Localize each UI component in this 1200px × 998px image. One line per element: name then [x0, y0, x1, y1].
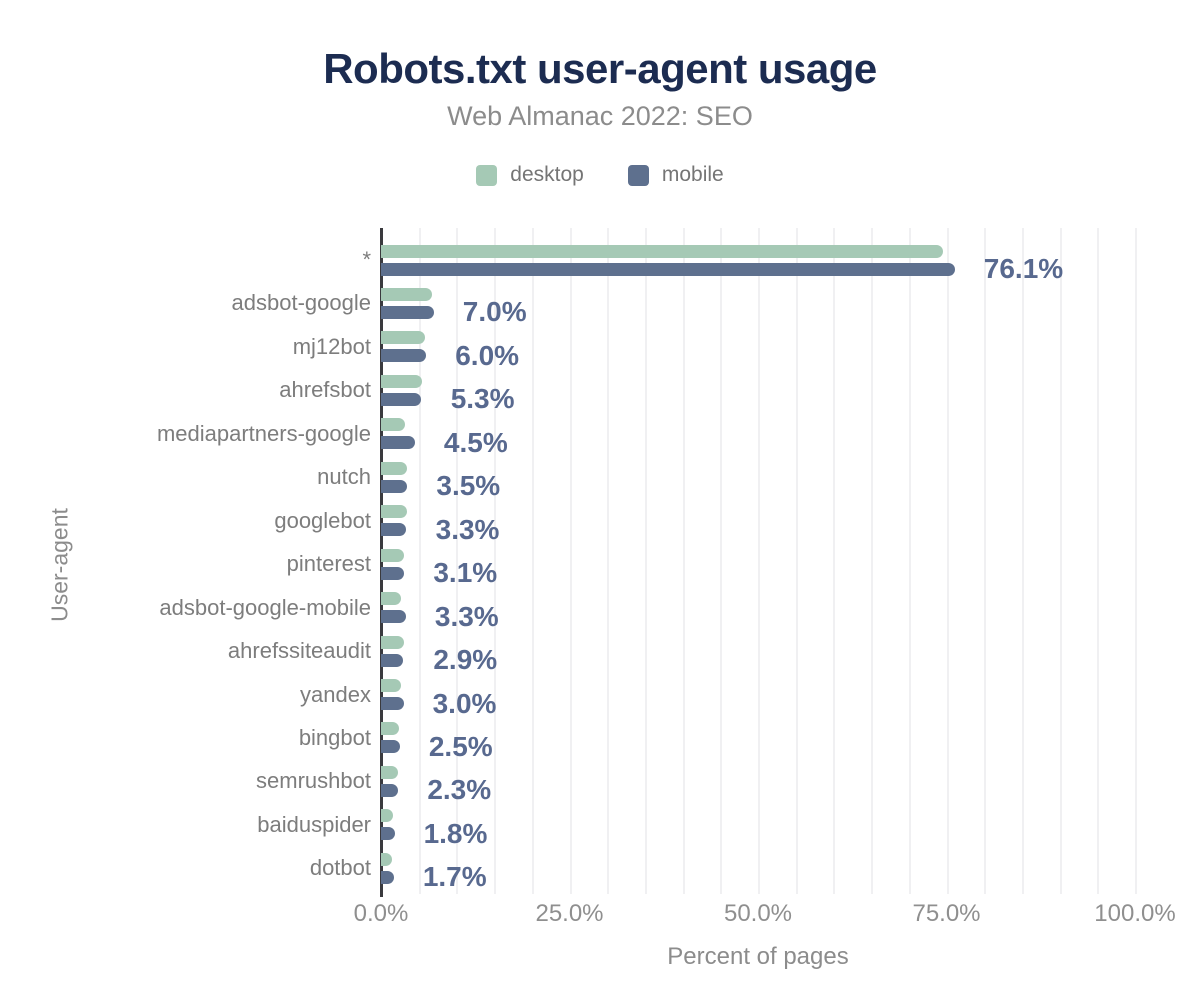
mobile-bar: [381, 653, 403, 667]
value-label: 76.1%: [983, 253, 1064, 284]
value-label: 3.5%: [436, 470, 501, 502]
gridline: [720, 228, 723, 894]
desktop-bar: [381, 244, 943, 258]
value-label: 2.3%: [427, 774, 492, 806]
mobile-bar: [381, 783, 399, 797]
value-label: 1.8%: [423, 817, 488, 849]
gridline: [1135, 228, 1137, 894]
category-label: baiduspider: [257, 811, 371, 837]
category-label: pinterest: [286, 551, 371, 577]
category-label: dotbot: [309, 855, 371, 881]
value-label: 1.7%: [422, 861, 487, 893]
category-label: mediapartners-google: [156, 420, 371, 446]
desktop-bar: [381, 809, 394, 823]
x-tick-label: 0.0%: [353, 900, 409, 927]
value-label: 2.9%: [433, 644, 498, 676]
desktop-swatch-icon: [476, 164, 498, 186]
mobile-bar: [381, 523, 406, 537]
gridline: [494, 228, 497, 894]
x-tick-label: 25.0%: [535, 900, 604, 927]
desktop-bar: [381, 374, 422, 388]
desktop-bar: [381, 548, 405, 562]
mobile-bar: [381, 349, 427, 363]
gridline: [644, 228, 647, 894]
desktop-bar: [381, 635, 405, 649]
desktop-bar: [381, 592, 402, 606]
category-label: bingbot: [298, 724, 371, 750]
mobile-swatch-icon: [627, 164, 649, 186]
legend: desktop mobile: [0, 162, 1200, 188]
desktop-bar: [381, 765, 399, 779]
value-label: 4.5%: [443, 426, 508, 458]
desktop-bar: [381, 722, 400, 736]
gridline: [795, 228, 798, 894]
gridline: [456, 228, 459, 894]
mobile-bar: [381, 392, 421, 406]
y-axis-line: [380, 228, 383, 897]
mobile-bar: [381, 610, 406, 624]
gridline: [418, 228, 421, 894]
category-label: yandex: [300, 681, 371, 707]
legend-label-mobile: mobile: [661, 163, 724, 186]
gridline: [908, 228, 911, 894]
gridline: [1021, 228, 1024, 894]
category-label: adsbot-google-mobile: [159, 594, 371, 620]
desktop-bar: [381, 679, 402, 692]
category-label: mj12bot: [292, 333, 371, 359]
category-label: googlebot: [274, 507, 371, 533]
category-label: ahrefssiteaudit: [227, 638, 371, 664]
mobile-bar: [381, 827, 395, 841]
gridline: [946, 228, 949, 894]
gridline: [984, 228, 987, 894]
desktop-bar: [381, 852, 393, 866]
gridline: [833, 228, 836, 894]
mobile-bar: [381, 305, 434, 319]
gridline: [871, 228, 874, 894]
category-label: adsbot-google: [231, 290, 371, 316]
desktop-bar: [381, 331, 426, 345]
gridline: [1059, 228, 1062, 894]
gridline: [569, 228, 572, 894]
legend-item-desktop: desktop: [476, 163, 584, 187]
gridline: [531, 228, 534, 894]
category-label: semrushbot: [256, 768, 371, 794]
desktop-bar: [381, 505, 407, 519]
gridline: [607, 228, 610, 894]
mobile-bar: [381, 436, 415, 450]
category-label: *: [362, 247, 371, 272]
value-label: 3.3%: [434, 600, 499, 632]
desktop-bar: [381, 418, 406, 432]
mobile-bar: [381, 479, 408, 493]
mobile-bar: [381, 566, 405, 580]
gridline: [1097, 228, 1100, 894]
value-label: 7.0%: [462, 296, 527, 328]
legend-label-desktop: desktop: [510, 163, 584, 186]
value-label: 5.3%: [450, 383, 515, 415]
x-axis-title: Percent of pages: [667, 943, 849, 970]
category-label: nutch: [317, 464, 371, 490]
value-label: 3.0%: [432, 687, 497, 719]
chart-title: Robots.txt user-agent usage: [323, 45, 877, 92]
desktop-bar: [381, 461, 407, 475]
legend-item-mobile: mobile: [627, 163, 724, 187]
gridline: [682, 228, 685, 894]
value-label: 6.0%: [455, 339, 520, 371]
plot-area: [381, 228, 1160, 894]
x-tick-label: 75.0%: [912, 900, 981, 927]
chart-subtitle: Web Almanac 2022: SEO: [447, 101, 753, 131]
mobile-bar: [381, 740, 400, 754]
value-label: 3.1%: [433, 557, 498, 589]
mobile-bar: [381, 697, 404, 710]
mobile-bar: [381, 262, 955, 276]
x-tick-label: 100.0%: [1094, 900, 1176, 927]
mobile-bar: [381, 870, 394, 884]
x-tick-label: 50.0%: [723, 900, 793, 927]
desktop-bar: [381, 287, 432, 301]
value-label: 2.5%: [428, 730, 493, 762]
value-label: 3.3%: [435, 513, 500, 545]
gridline: [758, 228, 760, 894]
category-label: ahrefsbot: [279, 377, 371, 403]
